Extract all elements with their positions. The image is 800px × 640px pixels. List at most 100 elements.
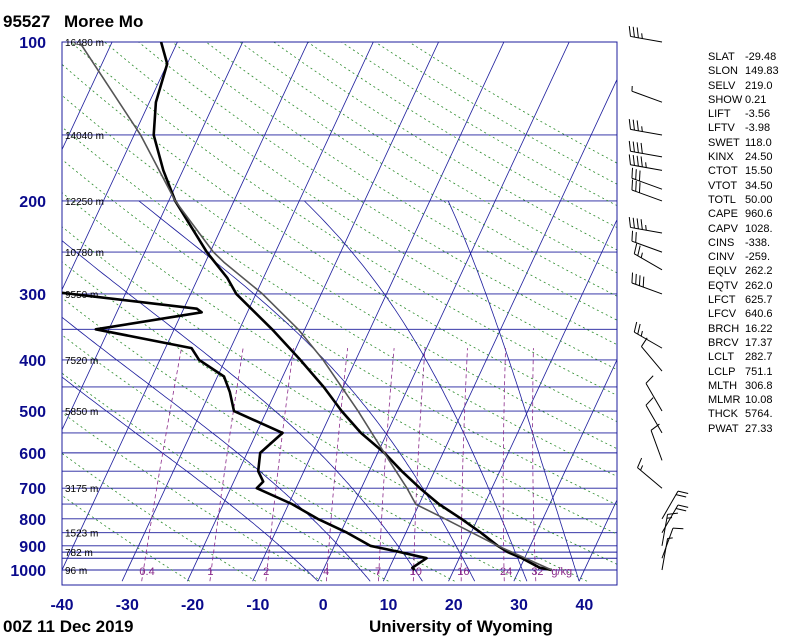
index-key: MLTH: [708, 379, 738, 392]
station-name: Moree Mo: [64, 12, 144, 31]
temperature-tick-label: 10: [380, 597, 398, 614]
barb-flag: [645, 397, 654, 406]
data-source: University of Wyoming: [369, 617, 553, 636]
index-key: LCLP: [708, 365, 736, 378]
index-value: -3.56: [745, 108, 771, 121]
index-key: EQLV: [708, 265, 737, 278]
pressure-tick-label: 400: [19, 353, 46, 370]
dry-adiabat: [62, 261, 588, 582]
barb-flag: [632, 141, 635, 153]
wind-barb: [661, 512, 678, 546]
temperature-tick-label: -30: [116, 597, 139, 614]
barb-half-flag: [666, 517, 673, 519]
barb-staff: [641, 346, 663, 372]
wind-barb: [633, 243, 663, 271]
mixing-ratio-label: 4: [323, 566, 329, 578]
index-key: PWAT: [708, 422, 739, 435]
index-row: SHOW 0.21: [708, 93, 793, 107]
pressure-tick-label: 1000: [10, 563, 46, 580]
index-key: EQTV: [708, 279, 738, 292]
barb-flag: [628, 118, 631, 130]
barb-flag: [631, 230, 634, 242]
index-value: 282.7: [745, 351, 773, 364]
index-row: CAPV 1028.: [708, 222, 793, 236]
isotherm-line: [62, 42, 178, 291]
index-key: SELV: [708, 79, 736, 92]
index-key: BRCV: [708, 336, 739, 349]
index-row: MLTH 306.8: [708, 379, 793, 393]
barb-flag: [635, 180, 637, 192]
temperature-tick-label: 40: [575, 597, 593, 614]
wind-barb: [650, 423, 663, 461]
index-row: LFCV 640.6: [708, 307, 793, 321]
barb-staff: [661, 514, 669, 546]
pressure-tick-label: 200: [19, 194, 46, 211]
index-row: LCLT 282.7: [708, 350, 793, 364]
height-label: 96 m: [65, 566, 87, 577]
index-row: TOTL 50.00: [708, 193, 793, 207]
temperature-tick-label: -20: [181, 597, 204, 614]
barb-staff: [630, 128, 663, 136]
wind-barb: [661, 537, 673, 571]
index-row: BRCV 17.37: [708, 336, 793, 350]
mixing-ratio-unit: g/kg: [551, 566, 572, 578]
barb-staff: [631, 189, 663, 202]
isotherm-line: [187, 42, 440, 582]
dewpoint-profile: [62, 291, 428, 571]
index-value: 149.83: [745, 65, 779, 78]
barb-staff: [661, 527, 674, 559]
pressure-tick-label: 500: [19, 404, 46, 421]
wind-barb: [633, 321, 663, 349]
moist-adiabat: [304, 200, 528, 582]
index-row: EQLV 262.2: [708, 264, 793, 278]
barb-flag: [632, 26, 635, 38]
index-value: 0.21: [745, 93, 767, 106]
barb-flag: [635, 169, 637, 180]
barb-flag: [633, 321, 638, 333]
index-row: CINS -338.: [708, 236, 793, 250]
barb-flag: [633, 243, 638, 254]
isotherm-line: [513, 358, 617, 582]
index-row: VTOT 34.50: [708, 179, 793, 193]
barb-flag: [636, 218, 639, 229]
isotherm-line: [62, 42, 113, 151]
index-row: SLON 149.83: [708, 64, 793, 78]
dry-adiabat: [62, 452, 257, 582]
mixing-ratio-label: 2: [263, 566, 269, 578]
index-value: 960.6: [745, 208, 773, 221]
index-row: LCLP 751.1: [708, 365, 793, 379]
mixing-ratio-label: 1: [207, 566, 213, 578]
barb-flag: [635, 232, 637, 243]
moist-adiabat: [447, 200, 580, 582]
barb-flag: [672, 527, 684, 530]
index-key: SHOW: [708, 93, 743, 106]
barb-half-flag: [640, 252, 643, 258]
barb-flag: [632, 217, 635, 229]
barb-flag: [631, 272, 634, 284]
barb-flag: [631, 179, 634, 191]
dry-adiabat: [62, 126, 617, 477]
barb-flag: [635, 273, 637, 285]
dry-adiabat: [62, 158, 617, 506]
barb-flag: [650, 423, 660, 431]
moist-adiabat: [138, 200, 476, 582]
moist-adiabat: [62, 240, 423, 582]
index-row: KINX 24.50: [708, 150, 793, 164]
barb-flag: [628, 26, 631, 37]
barb-flag: [628, 140, 631, 152]
index-value: 1028.: [745, 222, 773, 235]
wind-barb: [637, 457, 663, 489]
index-value: 625.7: [745, 294, 773, 307]
index-value: -259.: [745, 251, 771, 264]
barb-flag: [638, 182, 641, 193]
barb-flag: [636, 142, 639, 153]
barb-half-flag: [645, 162, 647, 168]
barb-staff: [631, 282, 663, 295]
wind-barb: [645, 375, 663, 412]
height-label: 1523 m: [65, 529, 98, 540]
wind-barb: [631, 167, 663, 190]
index-row: CINV -259.: [708, 250, 793, 264]
barb-flag: [667, 512, 678, 515]
index-value: -29.48: [745, 51, 777, 63]
